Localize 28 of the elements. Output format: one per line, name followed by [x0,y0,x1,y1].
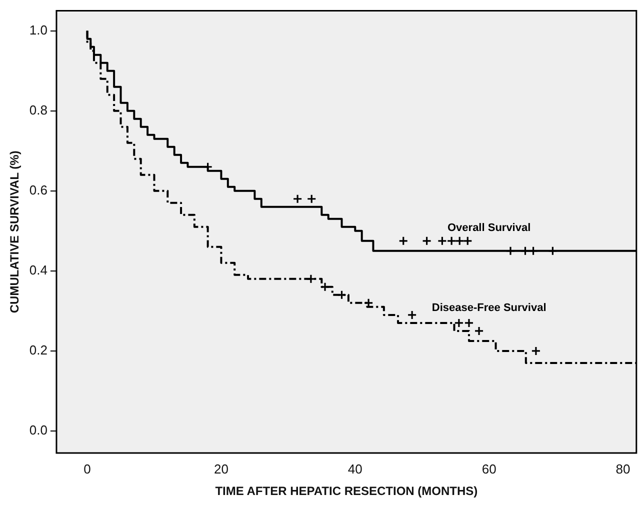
x-tick-label: 20 [214,461,228,476]
y-tick-label: 0.4 [29,262,48,278]
point [398,236,408,246]
x-tick-label: 60 [482,461,496,476]
y-tick-label: 1.0 [29,22,48,38]
y-tick-label: 0.0 [29,422,48,438]
point [292,194,302,204]
point [446,236,456,246]
point [462,236,472,246]
point [306,194,316,204]
series-label: Disease-Free Survival [432,302,546,314]
y-tick-label: 0.6 [29,182,48,198]
point [437,236,447,246]
point [454,318,464,328]
x-axis-title: TIME AFTER HEPATIC RESECTION (MONTHS) [215,484,478,498]
x-tick-label: 0 [84,461,91,476]
x-tick-label: 80 [616,461,630,476]
x-tick-label: 40 [348,461,362,476]
point [531,346,541,356]
point [407,310,417,320]
point [422,236,432,246]
series-label: Overall Survival [447,222,531,234]
point [454,236,464,246]
y-axis-title: CUMULATIVE SURVIVAL (%) [8,150,22,314]
y-tick-label: 0.8 [29,102,48,118]
point [464,318,474,328]
point [474,326,484,336]
y-tick-label: 0.2 [29,342,48,358]
